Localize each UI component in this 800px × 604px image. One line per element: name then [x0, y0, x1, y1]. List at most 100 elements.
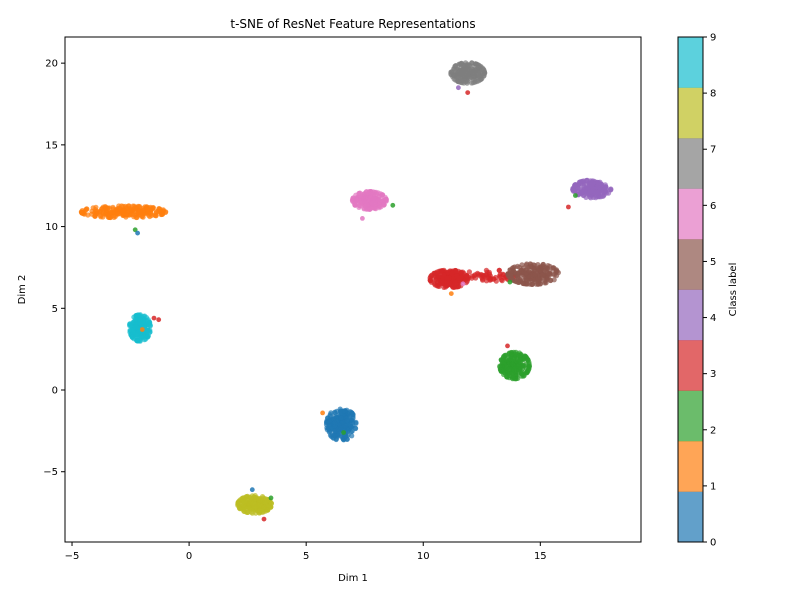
outlier-point: [249, 487, 255, 493]
data-point: [349, 433, 355, 439]
data-point: [554, 268, 560, 274]
data-point: [381, 202, 387, 208]
data-point: [358, 194, 364, 200]
colorbar-frame: [677, 36, 704, 543]
data-point: [237, 506, 243, 512]
data-point: [111, 214, 117, 220]
data-point: [122, 208, 128, 214]
colorbar-segment: [678, 37, 703, 88]
data-point: [428, 273, 434, 279]
data-point: [332, 420, 338, 426]
data-point: [464, 77, 470, 83]
data-point: [147, 213, 153, 220]
y-tick-label: 15: [45, 140, 58, 151]
data-point: [466, 62, 473, 68]
colorbar-tick-label: 1: [710, 481, 716, 492]
data-point: [344, 418, 350, 424]
x-tick-label: 15: [534, 551, 547, 562]
data-point: [579, 189, 586, 195]
outlier-point: [268, 495, 274, 501]
scatter-points: [78, 60, 614, 522]
data-point: [157, 206, 163, 212]
y-tick-label: 0: [52, 386, 58, 397]
data-point: [133, 324, 139, 330]
data-point: [160, 211, 166, 217]
data-point: [452, 63, 458, 69]
y-axis-ticks: −5 0 5 10 15 20: [43, 59, 65, 478]
data-point: [506, 366, 512, 372]
data-point: [532, 262, 538, 268]
data-point: [603, 184, 609, 190]
data-point: [383, 196, 389, 202]
outlier-point: [573, 193, 578, 198]
data-point: [352, 202, 358, 208]
data-point: [363, 203, 369, 209]
y-tick-label: −5: [43, 467, 58, 478]
data-point: [436, 268, 442, 274]
data-point: [350, 413, 356, 420]
data-point: [352, 425, 358, 431]
data-point: [510, 374, 516, 380]
outlier-point: [448, 291, 454, 296]
data-point: [511, 367, 517, 373]
data-point: [486, 269, 492, 275]
data-point: [458, 60, 464, 67]
data-point: [357, 203, 363, 209]
x-tick-label: −5: [65, 551, 80, 562]
colorbar-segment: [678, 138, 703, 189]
colorbar-tick-label: 9: [710, 33, 716, 44]
data-point: [537, 281, 544, 287]
data-point: [108, 210, 114, 216]
data-point: [261, 504, 267, 510]
colorbar-tick-label: 0: [710, 538, 716, 549]
colorbar-tick-label: 3: [710, 369, 716, 380]
data-point: [245, 509, 251, 515]
x-axis-ticks: −5 0 5 10 15: [65, 542, 547, 562]
data-point: [448, 282, 454, 288]
data-point: [127, 322, 133, 328]
data-point: [92, 213, 98, 219]
colorbar: [677, 36, 704, 543]
data-point: [596, 181, 602, 187]
data-point: [448, 71, 454, 77]
data-point: [249, 510, 255, 516]
data-point: [498, 367, 504, 373]
data-point: [459, 270, 465, 276]
data-point: [97, 212, 104, 219]
data-point: [597, 185, 603, 191]
data-point: [590, 180, 596, 186]
data-point: [539, 263, 545, 269]
data-point: [106, 214, 112, 220]
colorbar-segment: [678, 340, 703, 391]
data-point: [481, 67, 487, 73]
outlier-point: [566, 204, 571, 210]
chart-title: t-SNE of ResNet Feature Representations: [230, 17, 475, 31]
data-point: [105, 205, 111, 211]
data-point: [436, 273, 442, 279]
data-point: [525, 357, 531, 363]
x-tick-label: 10: [417, 551, 430, 562]
data-point: [435, 278, 441, 284]
data-point: [456, 275, 462, 281]
data-point: [348, 424, 354, 430]
plot-frame: [64, 36, 642, 543]
data-point: [444, 275, 450, 281]
data-point: [461, 67, 467, 73]
data-point: [135, 312, 141, 318]
data-point: [133, 214, 139, 221]
x-tick-label: 5: [303, 551, 309, 562]
data-point: [508, 268, 514, 274]
y-tick-label: 10: [45, 222, 58, 233]
outlier-point: [465, 90, 471, 95]
data-point: [532, 272, 538, 278]
data-point: [466, 269, 472, 275]
data-point: [239, 495, 245, 501]
data-point: [463, 60, 469, 66]
data-point: [472, 79, 478, 85]
data-point: [113, 208, 119, 214]
colorbar-tick-label: 5: [710, 257, 716, 268]
data-point: [603, 188, 609, 194]
data-point: [501, 272, 507, 278]
data-point: [517, 357, 523, 363]
colorbar-segment: [678, 239, 703, 290]
